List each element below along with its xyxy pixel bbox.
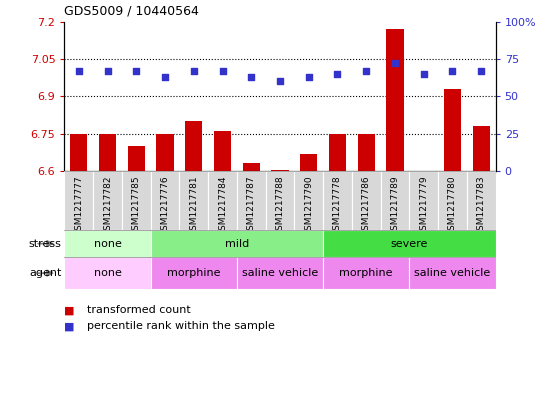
Bar <box>323 171 352 230</box>
Text: saline vehicle: saline vehicle <box>242 268 318 278</box>
Bar <box>358 134 375 171</box>
Text: GSM1217781: GSM1217781 <box>189 175 198 236</box>
Bar <box>409 171 438 230</box>
Point <box>74 68 83 74</box>
Point <box>276 78 284 84</box>
Bar <box>444 89 461 171</box>
Bar <box>64 171 93 230</box>
Bar <box>323 257 409 289</box>
Point <box>419 71 428 77</box>
Bar <box>156 134 174 171</box>
Text: none: none <box>94 268 122 278</box>
Text: agent: agent <box>29 268 62 278</box>
Point <box>477 68 486 74</box>
Bar <box>151 171 179 230</box>
Text: GSM1217780: GSM1217780 <box>448 175 457 236</box>
Bar <box>295 171 323 230</box>
Text: GSM1217783: GSM1217783 <box>477 175 486 236</box>
Text: GSM1217789: GSM1217789 <box>390 175 399 236</box>
Point <box>218 68 227 74</box>
Text: GSM1217776: GSM1217776 <box>161 175 170 236</box>
Bar <box>185 121 202 171</box>
Point <box>390 60 399 66</box>
Bar <box>64 230 151 257</box>
Bar <box>300 154 318 171</box>
Bar <box>99 134 116 171</box>
Bar <box>64 257 151 289</box>
Text: GSM1217785: GSM1217785 <box>132 175 141 236</box>
Text: morphine: morphine <box>167 268 221 278</box>
Text: GSM1217784: GSM1217784 <box>218 175 227 235</box>
Point <box>189 68 198 74</box>
Point <box>362 68 371 74</box>
Point <box>247 74 256 80</box>
Bar <box>237 257 323 289</box>
Bar <box>329 134 346 171</box>
Text: transformed count: transformed count <box>87 305 190 316</box>
Text: GSM1217787: GSM1217787 <box>247 175 256 236</box>
Bar <box>151 230 323 257</box>
Text: none: none <box>94 239 122 249</box>
Bar <box>386 29 404 171</box>
Point <box>304 74 313 80</box>
Bar <box>208 171 237 230</box>
Text: GSM1217779: GSM1217779 <box>419 175 428 236</box>
Point <box>448 68 457 74</box>
Text: GSM1217788: GSM1217788 <box>276 175 284 236</box>
Text: GSM1217777: GSM1217777 <box>74 175 83 236</box>
Bar <box>242 163 260 171</box>
Bar <box>381 171 409 230</box>
Bar <box>467 171 496 230</box>
Text: GSM1217790: GSM1217790 <box>304 175 313 236</box>
Text: stress: stress <box>29 239 62 249</box>
Bar <box>70 134 87 171</box>
Bar <box>409 257 496 289</box>
Text: saline vehicle: saline vehicle <box>414 268 491 278</box>
Bar <box>214 131 231 171</box>
Bar <box>473 126 490 171</box>
Bar <box>438 171 467 230</box>
Text: severe: severe <box>391 239 428 249</box>
Text: ■: ■ <box>64 321 78 331</box>
Bar <box>323 230 496 257</box>
Bar <box>151 257 237 289</box>
Point <box>103 68 112 74</box>
Text: GSM1217778: GSM1217778 <box>333 175 342 236</box>
Text: ■: ■ <box>64 305 78 316</box>
Point <box>132 68 141 74</box>
Bar <box>237 171 265 230</box>
Text: mild: mild <box>225 239 249 249</box>
Bar <box>93 171 122 230</box>
Bar <box>272 170 288 171</box>
Point <box>161 74 170 80</box>
Text: GSM1217786: GSM1217786 <box>362 175 371 236</box>
Text: percentile rank within the sample: percentile rank within the sample <box>87 321 274 331</box>
Text: morphine: morphine <box>339 268 393 278</box>
Bar <box>122 171 151 230</box>
Point <box>333 71 342 77</box>
Text: GSM1217782: GSM1217782 <box>103 175 112 235</box>
Bar <box>128 146 145 171</box>
Text: GDS5009 / 10440564: GDS5009 / 10440564 <box>64 5 199 18</box>
Bar <box>352 171 381 230</box>
Bar <box>179 171 208 230</box>
Bar <box>265 171 295 230</box>
